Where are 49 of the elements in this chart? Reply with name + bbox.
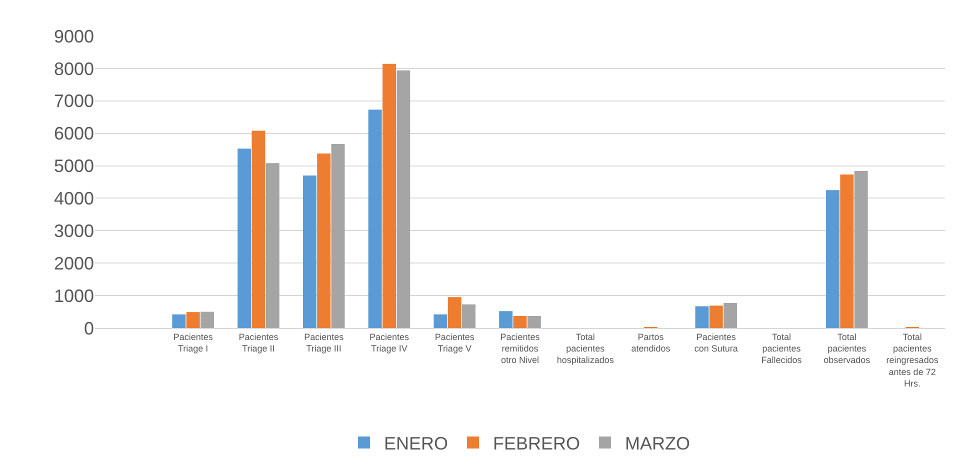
x-tick-label: Partos atendidos [631, 332, 671, 354]
x-tick-label: Total pacientes observados [824, 332, 871, 366]
y-tick-label: 0 [84, 318, 94, 338]
legend-label: MARZO [625, 434, 690, 454]
bar [513, 316, 527, 328]
x-tick-label: Pacientes Triage III [304, 332, 344, 354]
bar [238, 148, 252, 328]
bar [695, 306, 709, 328]
y-tick-label: 9000 [54, 26, 94, 46]
bar [396, 70, 410, 328]
y-tick-label: 5000 [54, 156, 94, 176]
x-tick-label: Pacientes remitidos otro Nivel [500, 332, 540, 366]
legend-label: FEBRERO [493, 434, 580, 454]
bar [302, 176, 316, 328]
y-tick-label: 8000 [54, 58, 94, 79]
y-tick-label: 4000 [54, 188, 94, 209]
bar [826, 190, 840, 328]
bar [709, 306, 723, 328]
x-tick-label: Pacientes Triage V [434, 332, 475, 354]
bar [724, 303, 738, 328]
x-tick-label: Total pacientes hospitalizados [556, 332, 614, 366]
legend-label: ENERO [384, 434, 448, 454]
y-tick-label: 7000 [54, 91, 94, 112]
x-tick-label: Total pacientes Fallecidos [761, 332, 802, 366]
bar [448, 297, 462, 328]
bar [840, 174, 854, 328]
bar [499, 311, 513, 328]
x-tick-label: Pacientes con Sutura [694, 332, 738, 354]
y-tick-label: 3000 [54, 220, 94, 241]
bar [266, 163, 280, 328]
x-tick-label: Pacientes Triage II [238, 332, 279, 354]
bar [434, 314, 448, 328]
x-tick-label: Pacientes Triage I [173, 332, 214, 354]
bar [186, 312, 200, 328]
bar [252, 130, 266, 328]
y-tick-label: 1000 [54, 286, 94, 306]
bar [462, 304, 476, 328]
bar [200, 312, 214, 328]
bar [527, 316, 541, 328]
x-tick-label: Total pacientes reingresados antes de 72 Hrs. [886, 332, 939, 389]
bar [331, 144, 345, 328]
x-tick-label: Pacientes Triage IV [369, 332, 410, 354]
bar [854, 170, 868, 328]
y-tick-label: 6000 [54, 124, 94, 144]
bar [172, 314, 186, 328]
bar [382, 64, 396, 328]
bar [317, 153, 331, 328]
y-tick-label: 2000 [54, 253, 94, 274]
bar [368, 110, 382, 328]
